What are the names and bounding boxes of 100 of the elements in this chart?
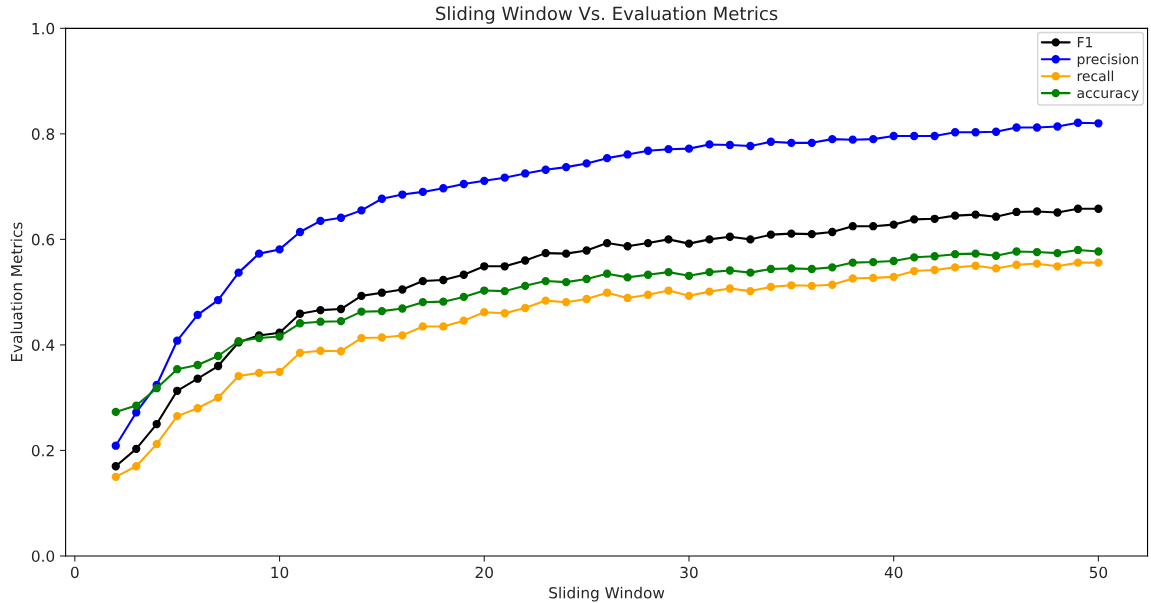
point [1012,260,1021,269]
y-tick-label: 0.8 [31,128,55,140]
point [828,227,837,237]
legend-label: precision [1077,53,1139,68]
point [910,215,919,224]
point [684,291,694,301]
point [398,304,407,313]
point [132,462,141,471]
point [930,265,939,275]
point [950,211,960,220]
point [1012,207,1021,217]
point [521,303,530,313]
point [173,411,182,421]
point [377,333,387,342]
point [173,336,182,345]
point [1032,259,1042,268]
point [664,145,673,154]
y-tick-label: 0.2 [31,444,54,457]
point [746,141,755,151]
point [439,322,448,331]
point [725,266,735,275]
point [705,140,714,149]
legend-label: recall [1077,70,1114,82]
point [930,252,939,261]
point [950,263,960,272]
point [991,127,1001,136]
point [746,268,755,277]
point [828,263,837,272]
point [561,249,571,258]
point [889,220,898,229]
point [1032,247,1042,257]
point [705,267,714,277]
point [418,187,428,197]
point [480,286,489,295]
point [132,444,141,454]
point [295,227,305,237]
point [561,162,571,172]
point [500,309,509,318]
point [991,251,1001,260]
point [357,291,366,301]
point [725,140,735,150]
point [459,179,468,189]
point [152,384,161,393]
point [1094,119,1103,128]
point [602,288,612,297]
point [254,368,264,378]
point [746,235,755,244]
point [582,159,591,168]
point [193,360,202,370]
point [684,144,694,153]
point [643,238,653,248]
point [336,317,346,326]
point [766,282,776,292]
legend-label: F1 [1077,37,1093,48]
point [459,316,468,325]
point [500,173,509,182]
point [439,184,448,193]
point [643,270,653,279]
point [336,304,346,314]
point [1094,258,1103,267]
point [766,137,776,146]
point [541,276,550,286]
point [991,212,1001,221]
point [521,256,530,265]
point [1053,262,1062,271]
point [807,229,816,239]
point [1073,204,1083,213]
point [664,267,673,277]
point [787,138,796,147]
point [807,138,816,147]
point [930,131,939,141]
point [561,277,571,287]
point [684,271,694,280]
point [623,293,632,303]
point [521,281,530,290]
point [705,235,714,244]
point [950,250,960,259]
point [582,294,591,304]
point [848,222,857,231]
point [213,351,223,361]
point [152,439,161,449]
point [602,269,612,278]
point [111,472,120,481]
point [173,386,182,395]
point [1032,207,1042,216]
point [111,462,120,471]
point [869,273,878,283]
point [643,146,653,155]
point [1053,122,1062,131]
point [439,297,448,306]
point [1073,258,1083,267]
point [705,287,714,296]
point [869,222,878,231]
point [500,262,509,271]
point [357,206,366,215]
point [787,229,796,238]
point [398,331,407,340]
point [828,134,837,144]
point [377,194,387,203]
point [1073,118,1083,127]
